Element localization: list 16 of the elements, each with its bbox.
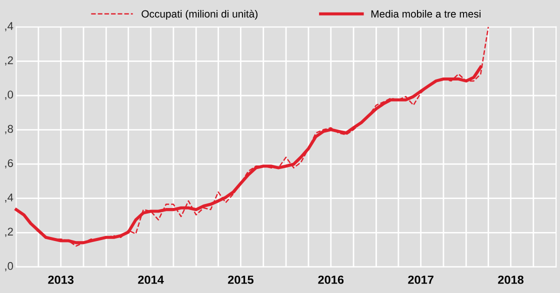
text: ,2 bbox=[5, 56, 13, 66]
x-tick-label: 2016 bbox=[318, 276, 344, 284]
x-tick-label: 2015 bbox=[228, 276, 254, 284]
legend-label: Occupati (milioni di unità) bbox=[142, 10, 258, 20]
x-tick-label: 2013 bbox=[48, 276, 74, 284]
x-tick-label: 2014 bbox=[138, 276, 164, 284]
text: ,0 bbox=[5, 90, 14, 100]
text: ,6 bbox=[5, 159, 13, 168]
text: ,4 bbox=[5, 22, 14, 32]
text: ,4 bbox=[5, 194, 14, 203]
text: ,2 bbox=[5, 228, 13, 237]
text: ,0 bbox=[5, 262, 14, 272]
x-tick-label: 2018 bbox=[498, 276, 524, 284]
text: ,8 bbox=[5, 124, 13, 134]
x-tick-label: 2017 bbox=[408, 276, 434, 284]
legend-label: Media mobile a tre mesi bbox=[371, 10, 480, 18]
